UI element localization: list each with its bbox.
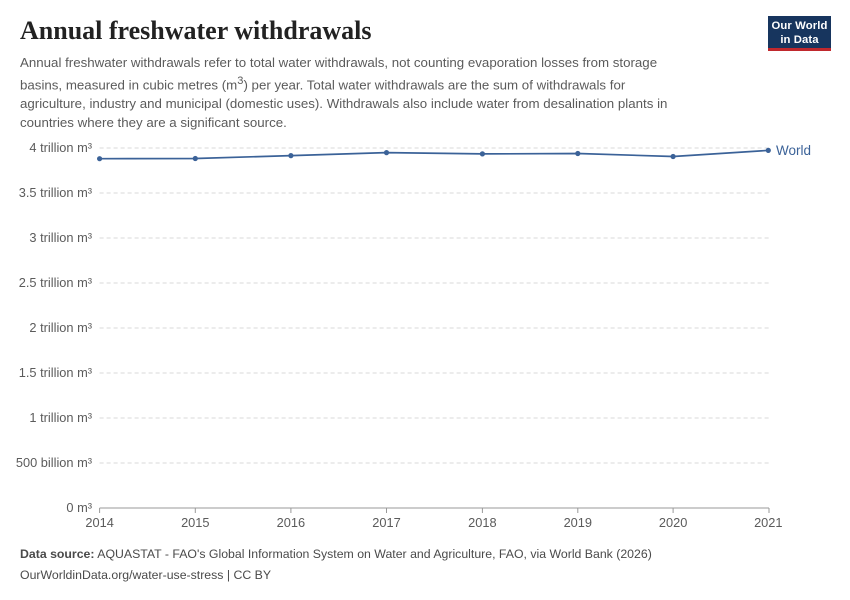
svg-text:3.5 trillion m³: 3.5 trillion m³	[19, 185, 93, 200]
svg-text:2014: 2014	[85, 515, 113, 530]
svg-text:1 trillion m³: 1 trillion m³	[29, 410, 92, 425]
svg-text:2016: 2016	[277, 515, 305, 530]
svg-text:World: World	[776, 143, 811, 158]
svg-text:4 trillion m³: 4 trillion m³	[29, 140, 92, 155]
svg-text:2018: 2018	[468, 515, 496, 530]
svg-text:500 billion m³: 500 billion m³	[16, 455, 93, 470]
svg-text:2015: 2015	[181, 515, 209, 530]
svg-text:2017: 2017	[372, 515, 400, 530]
svg-text:2021: 2021	[754, 515, 782, 530]
svg-text:0 m³: 0 m³	[66, 500, 92, 515]
svg-text:2020: 2020	[659, 515, 687, 530]
svg-text:2 trillion m³: 2 trillion m³	[29, 320, 92, 335]
svg-text:2019: 2019	[564, 515, 592, 530]
svg-text:1.5 trillion m³: 1.5 trillion m³	[19, 365, 93, 380]
svg-text:3 trillion m³: 3 trillion m³	[29, 230, 92, 245]
svg-text:2.5 trillion m³: 2.5 trillion m³	[19, 275, 93, 290]
